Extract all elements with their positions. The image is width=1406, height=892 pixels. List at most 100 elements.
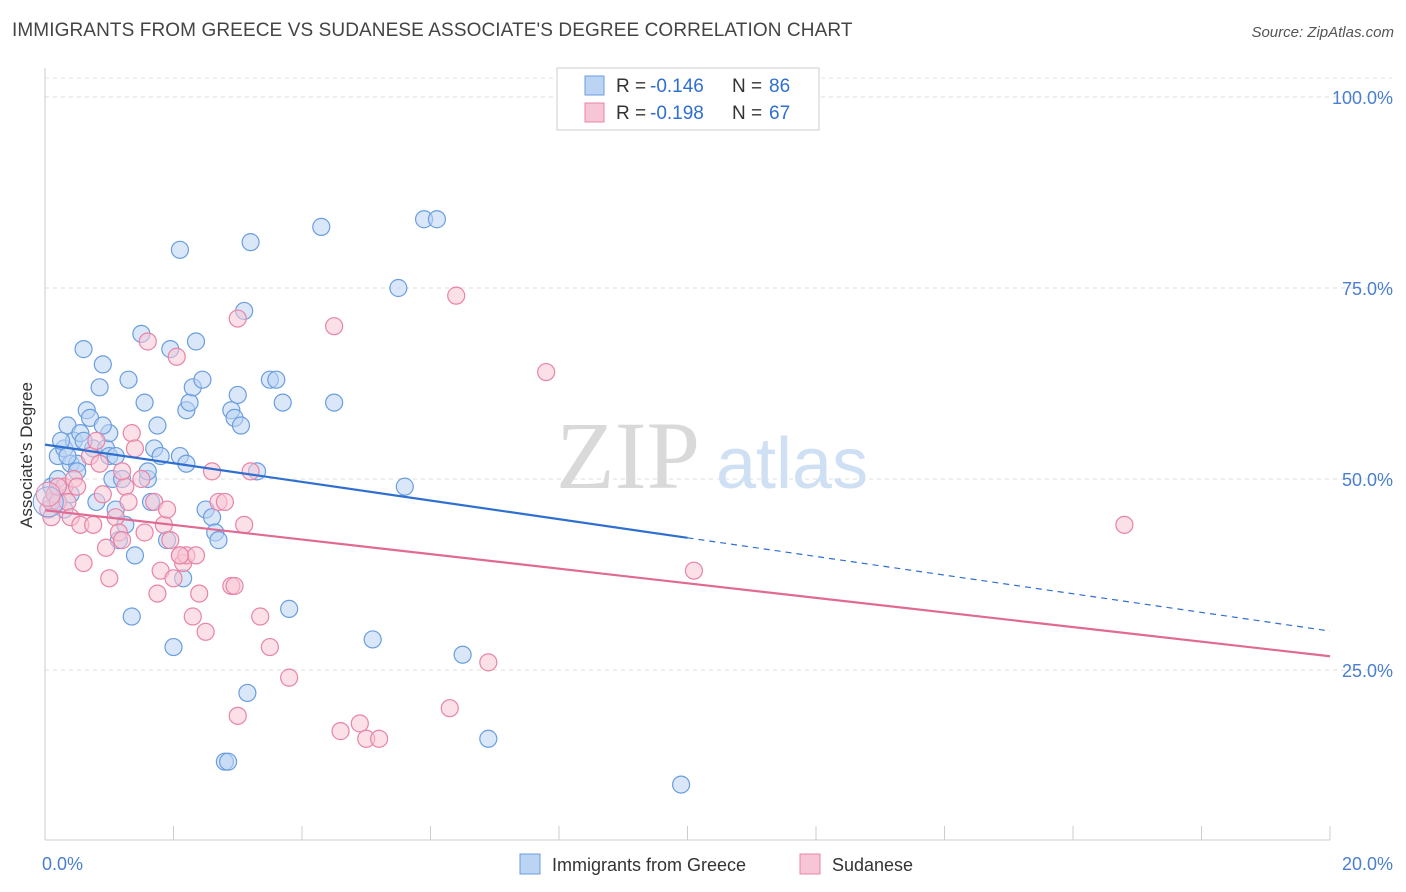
greece-trend-line: [44, 443, 688, 539]
legend-series-name: Immigrants from Greece: [552, 855, 746, 875]
greece-point: [312, 217, 331, 236]
greece-point: [280, 599, 299, 618]
legend-n-label: N =: [732, 76, 762, 97]
sudanese-point: [447, 286, 466, 305]
sudanese-point: [93, 485, 112, 504]
sudanese-point: [68, 477, 87, 496]
x-tick-label: 20.0%: [1342, 854, 1393, 874]
chart-title: IMMIGRANTS FROM GREECE VS SUDANESE ASSOC…: [12, 20, 853, 41]
legend-n-value: 86: [769, 76, 790, 97]
sudanese-point: [170, 546, 190, 565]
sudanese-point: [479, 653, 498, 672]
sudanese-point: [370, 729, 389, 748]
greece-point: [90, 378, 109, 397]
sudanese-point: [235, 515, 254, 534]
legend-swatch-greece: [584, 75, 605, 96]
greece-point: [122, 607, 141, 626]
data-points: [32, 210, 1134, 794]
sudanese-point: [1115, 515, 1134, 534]
greece-point: [186, 332, 206, 351]
sudanese-point: [241, 462, 260, 481]
watermark: ZIP atlas: [556, 402, 868, 509]
greece-point: [479, 729, 498, 748]
greece-point: [325, 393, 344, 412]
sudanese-point: [161, 531, 180, 550]
legend-n-label: N =: [732, 103, 762, 124]
greece-point: [267, 370, 286, 389]
sudanese-point: [119, 492, 138, 512]
sudanese-point: [164, 569, 183, 588]
greece-point: [74, 340, 93, 359]
sudanese-point: [350, 714, 369, 733]
legend-series-name: Sudanese: [832, 855, 913, 875]
greece-point: [170, 240, 190, 259]
chart-source: Source: ZipAtlas.com: [1251, 24, 1394, 41]
greece-point: [93, 355, 112, 374]
watermark-atlas: atlas: [716, 424, 868, 504]
greece-point: [125, 546, 145, 565]
greece-point: [202, 508, 222, 527]
greece-point: [395, 477, 414, 496]
sudanese-trend-line: [44, 509, 1331, 658]
sudanese-point: [325, 317, 344, 336]
sudanese-point: [125, 439, 145, 458]
sudanese-point: [537, 362, 556, 382]
sudanese-point: [87, 431, 106, 450]
stats-legend: R = -0.146 N = 86 R = -0.198 N = 67: [556, 67, 820, 131]
watermark-zip: ZIP: [556, 402, 700, 509]
y-tick-label: 75.0%: [1342, 279, 1393, 299]
sudanese-point: [331, 722, 350, 741]
greece-point: [363, 630, 382, 649]
sudanese-point: [112, 531, 132, 550]
greece-point: [238, 683, 257, 703]
greece-point: [228, 385, 247, 405]
sudanese-point: [228, 706, 247, 725]
greece-point: [273, 393, 292, 412]
sudanese-point: [186, 546, 206, 565]
sudanese-point: [260, 637, 279, 657]
greece-point: [58, 446, 77, 466]
greece-trend-extension: [687, 537, 1331, 632]
greece-point: [209, 531, 228, 550]
greece-point: [135, 393, 154, 412]
sudanese-point: [148, 584, 167, 603]
y-tick-label: 50.0%: [1342, 470, 1393, 490]
sudanese-point: [190, 584, 209, 603]
sudanese-point: [225, 576, 244, 596]
axes: [44, 68, 1331, 841]
sudanese-point: [202, 462, 222, 481]
sudanese-point: [132, 469, 151, 489]
greece-point: [32, 486, 64, 518]
trend-lines: [44, 443, 1331, 658]
legend-swatch-sudanese: [584, 102, 605, 123]
y-tick-label: 100.0%: [1332, 88, 1393, 108]
greece-point: [51, 431, 71, 450]
sudanese-point: [135, 523, 154, 542]
greece-point: [164, 637, 183, 657]
greece-point: [119, 370, 138, 389]
sudanese-point: [228, 309, 247, 328]
greece-point: [389, 278, 408, 298]
sudanese-point: [215, 492, 234, 512]
sudanese-point: [167, 347, 186, 366]
series-legend: Immigrants from Greece Sudanese: [519, 853, 913, 875]
sudanese-point: [74, 553, 93, 573]
greece-point: [93, 416, 112, 435]
legend-swatch-greece: [519, 853, 541, 875]
greece-point: [427, 210, 447, 229]
greece-point: [148, 416, 167, 435]
greece-point: [241, 233, 260, 252]
greece-point: [193, 370, 212, 389]
gridlines: [45, 77, 1392, 671]
sudanese-point: [251, 607, 270, 626]
sudanese-point: [196, 622, 215, 641]
sudanese-point: [84, 515, 103, 534]
greece-point: [231, 416, 251, 435]
x-tick-label: 0.0%: [42, 854, 83, 874]
sudanese-point: [90, 454, 109, 473]
legend-r-label: R =: [616, 76, 646, 97]
sudanese-point: [100, 569, 119, 588]
sudanese-point: [684, 561, 704, 580]
sudanese-point: [138, 332, 157, 351]
